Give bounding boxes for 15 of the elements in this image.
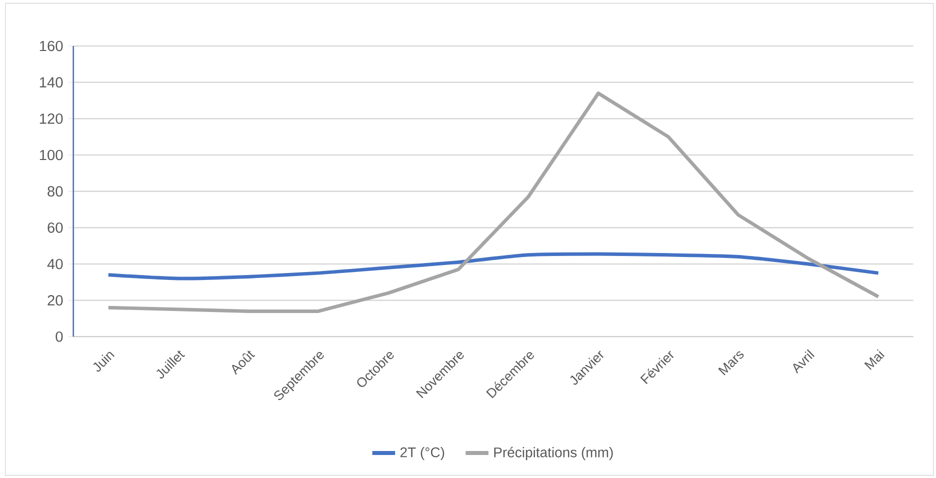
y-tick-label: 160: [40, 40, 63, 52]
line-series: [106, 91, 880, 313]
y-tick-label: 80: [48, 186, 63, 197]
line-series: [106, 252, 880, 280]
y-tick-label: 40: [47, 258, 63, 270]
y-tick-label: 0: [56, 331, 63, 342]
y-tick-label: 60: [48, 222, 63, 233]
x-tick-label: Juin: [93, 352, 115, 372]
x-tick-label: Mai: [864, 349, 885, 370]
y-tick-label: 100: [40, 150, 63, 160]
y-tick-label: 140: [40, 77, 63, 88]
legend-label: 2T (°C): [400, 446, 444, 460]
y-tick-label: 20: [48, 295, 63, 306]
legend-label: Précipitations (mm): [494, 446, 613, 460]
y-tick-label: 120: [40, 113, 63, 124]
